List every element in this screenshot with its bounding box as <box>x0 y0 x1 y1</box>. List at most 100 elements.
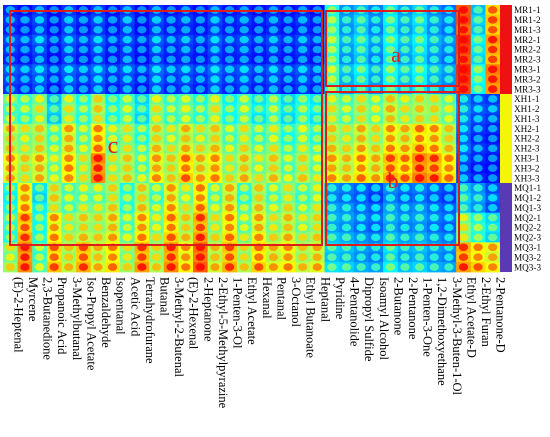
heatmap-spot <box>239 114 249 123</box>
heatmap-spot <box>444 144 454 153</box>
heatmap-spot <box>224 35 235 44</box>
heatmap-spot <box>78 16 89 24</box>
heatmap-spot <box>224 25 235 34</box>
heatmap-spot <box>488 144 498 153</box>
heatmap-spot <box>444 223 454 232</box>
heatmap-spot <box>268 263 279 271</box>
compound-label: 2-Pentanone-D <box>494 277 508 353</box>
heatmap-spot <box>210 194 220 202</box>
heatmap-spot <box>400 174 410 182</box>
group-color-bar <box>500 5 512 272</box>
heatmap-spot <box>210 95 220 103</box>
heatmap-spot <box>210 85 220 93</box>
heatmap-spot <box>93 223 103 232</box>
heatmap-spot <box>414 184 425 192</box>
heatmap-spot <box>166 16 176 24</box>
heatmap-spot <box>473 184 483 192</box>
heatmap-spot <box>283 55 293 64</box>
heatmap-spot <box>473 154 483 163</box>
heatmap-spot <box>239 184 249 192</box>
heatmap-spot <box>195 35 206 44</box>
heatmap-spot <box>20 184 30 192</box>
sample-label: MQ1-1 <box>514 183 541 193</box>
heatmap-spot <box>400 114 410 123</box>
heatmap-spot <box>64 35 74 44</box>
heatmap-spot <box>107 233 118 242</box>
heatmap-spot <box>78 233 89 242</box>
heatmap-spot <box>327 35 337 44</box>
heatmap-spot <box>49 164 59 172</box>
heatmap-spot <box>78 35 89 44</box>
compound-label: 2-Butanone <box>391 277 405 336</box>
heatmap-spot <box>64 6 74 14</box>
heatmap-spot <box>414 253 425 261</box>
heatmap-spot <box>195 174 206 182</box>
heatmap-spot <box>254 184 264 192</box>
sample-label: XH3-2 <box>514 163 540 173</box>
heatmap-spot <box>458 6 469 14</box>
heatmap-spot <box>458 174 469 182</box>
heatmap-spot <box>166 164 176 172</box>
heatmap-spot <box>107 253 118 261</box>
heatmap-spot <box>356 223 366 232</box>
heatmap-spot <box>414 25 425 34</box>
heatmap-spot <box>283 35 293 44</box>
compound-label: (E)-2-Hexenal <box>187 277 201 350</box>
heatmap-spot <box>400 154 410 163</box>
heatmap-spot <box>34 134 45 143</box>
heatmap-spot <box>429 105 439 113</box>
heatmap-spot <box>49 35 59 44</box>
heatmap-spot <box>356 105 366 113</box>
heatmap-spot <box>137 154 147 163</box>
heatmap-spot <box>458 194 469 202</box>
heatmap-spot <box>49 75 59 83</box>
heatmap-spot <box>414 105 425 113</box>
heatmap-spot <box>78 203 89 212</box>
heatmap-spot <box>34 124 45 133</box>
heatmap-spot <box>327 203 337 212</box>
heatmap-spot <box>64 95 74 103</box>
heatmap-spot <box>473 25 483 34</box>
heatmap-spot <box>341 223 352 232</box>
heatmap-spot <box>224 253 235 261</box>
heatmap-spot <box>283 75 293 83</box>
heatmap-spot <box>181 95 191 103</box>
heatmap-spot <box>20 75 30 83</box>
heatmap-spot <box>107 194 118 202</box>
heatmap-spot <box>458 233 469 242</box>
heatmap-spot <box>78 55 89 64</box>
heatmap-spot <box>254 174 264 182</box>
heatmap-spot <box>34 55 45 64</box>
heatmap-spot <box>341 95 352 103</box>
heatmap-spot <box>458 203 469 212</box>
heatmap-spot <box>414 124 425 133</box>
heatmap-spot <box>414 6 425 14</box>
heatmap-spot <box>34 253 45 261</box>
heatmap-spot <box>195 144 206 153</box>
sample-label: XH3-3 <box>514 173 540 183</box>
heatmap-spot <box>137 45 147 54</box>
heatmap-spot <box>400 25 410 34</box>
heatmap-spot <box>414 154 425 163</box>
heatmap-spot <box>473 85 483 93</box>
sample-label: XH2-2 <box>514 134 540 144</box>
heatmap-spot <box>400 203 410 212</box>
heatmap-spot <box>78 223 89 232</box>
heatmap-spot <box>20 144 30 153</box>
heatmap-spot <box>64 16 74 24</box>
heatmap-spot <box>371 16 381 24</box>
heatmap-spot <box>268 95 279 103</box>
heatmap-spot <box>20 233 30 242</box>
heatmap-spot <box>297 174 308 182</box>
heatmap-spot <box>210 154 220 163</box>
heatmap-spot <box>327 75 337 83</box>
heatmap-spot <box>327 55 337 64</box>
heatmap-spot <box>254 105 264 113</box>
heatmap-spot <box>224 124 235 133</box>
heatmap-spot <box>93 203 103 212</box>
sample-label: MR3-1 <box>514 64 541 74</box>
heatmap-spot <box>385 223 396 232</box>
heatmap-spot <box>93 134 103 143</box>
heatmap-spot <box>34 203 45 212</box>
